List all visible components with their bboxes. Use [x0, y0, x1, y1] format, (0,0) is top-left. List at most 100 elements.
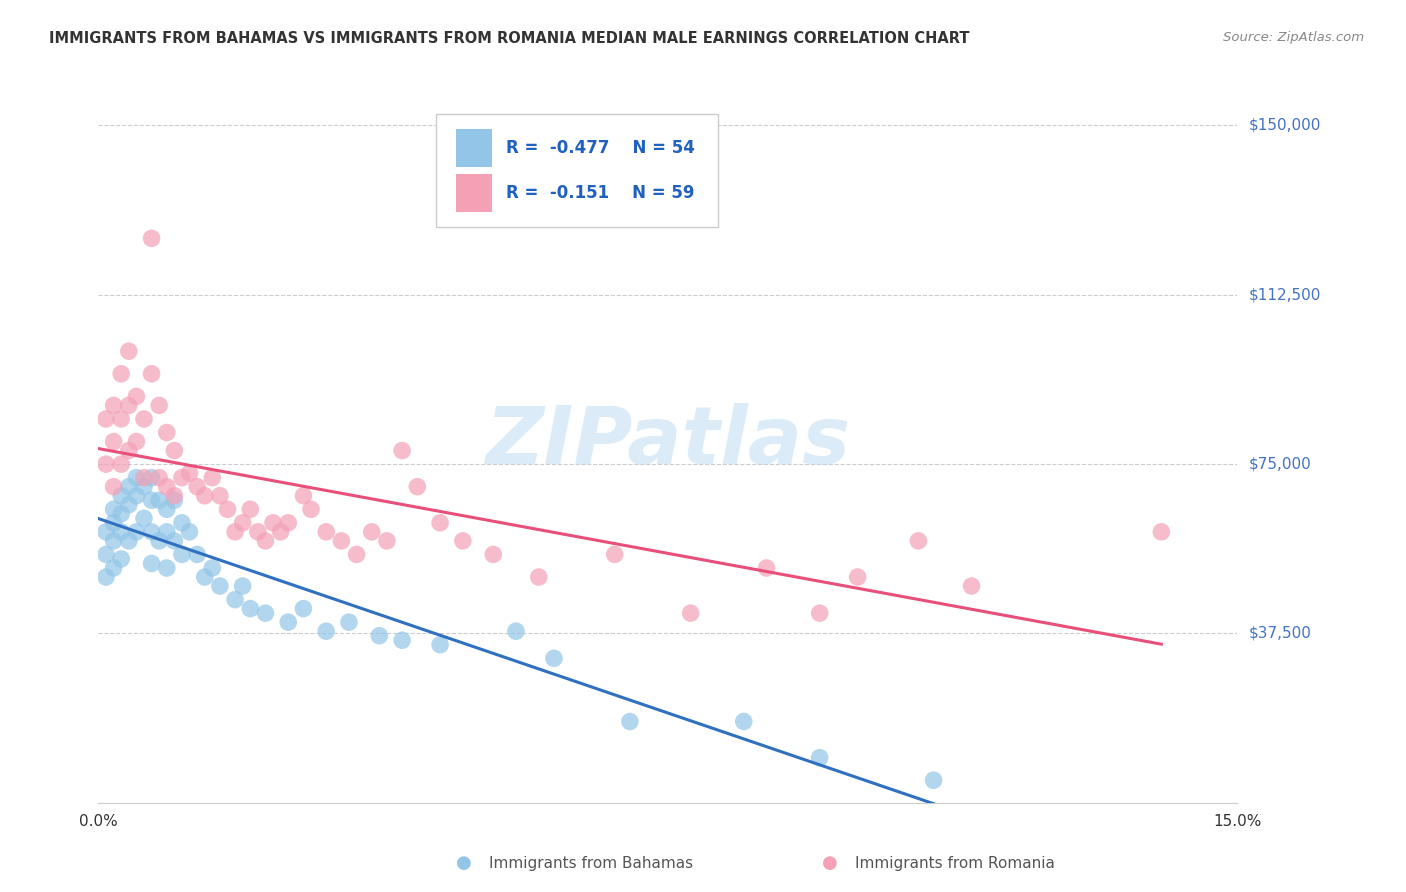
Point	[118, 344, 141, 359]
Text: $37,500: $37,500	[1249, 626, 1312, 641]
Point	[103, 502, 125, 516]
Point	[179, 466, 201, 480]
Point	[118, 480, 141, 494]
Point	[429, 516, 451, 530]
Point	[239, 601, 262, 615]
Point	[156, 425, 179, 440]
Point	[148, 533, 170, 548]
Point	[277, 615, 299, 630]
Point	[224, 524, 246, 539]
Point	[163, 443, 186, 458]
Point	[125, 524, 148, 539]
Text: Immigrants from Bahamas: Immigrants from Bahamas	[489, 856, 693, 871]
Point	[217, 502, 239, 516]
Point	[110, 524, 132, 539]
Point	[733, 714, 755, 729]
Point	[170, 470, 193, 484]
Point	[110, 367, 132, 381]
Point	[330, 533, 353, 548]
Point	[125, 434, 148, 449]
Point	[224, 592, 246, 607]
Point	[368, 629, 391, 643]
Point	[315, 624, 337, 639]
Point	[141, 557, 163, 571]
Point	[94, 412, 117, 426]
Point	[156, 524, 179, 539]
Point	[125, 489, 148, 503]
Point	[208, 579, 231, 593]
Point	[110, 489, 132, 503]
Point	[179, 524, 201, 539]
Point	[156, 480, 179, 494]
Point	[239, 502, 262, 516]
Point	[103, 480, 125, 494]
Point	[315, 524, 337, 539]
Point	[254, 533, 277, 548]
Point	[262, 516, 284, 530]
Point	[232, 516, 254, 530]
Point	[360, 524, 382, 539]
Point	[148, 470, 170, 484]
Text: ZIPatlas: ZIPatlas	[485, 402, 851, 481]
Point	[194, 570, 217, 584]
Point	[186, 548, 208, 562]
Point	[603, 548, 626, 562]
Point	[406, 480, 429, 494]
Point	[292, 601, 315, 615]
Point	[103, 533, 125, 548]
Point	[922, 773, 945, 788]
Point	[163, 493, 186, 508]
Point	[118, 498, 141, 512]
Point	[94, 524, 117, 539]
Point	[201, 561, 224, 575]
Point	[808, 606, 831, 620]
Point	[277, 516, 299, 530]
Point	[103, 516, 125, 530]
Point	[619, 714, 641, 729]
Text: $75,000: $75,000	[1249, 457, 1312, 472]
Point	[246, 524, 269, 539]
Text: R =  -0.477    N = 54: R = -0.477 N = 54	[506, 139, 695, 157]
Point	[299, 502, 322, 516]
Point	[156, 561, 179, 575]
Point	[960, 579, 983, 593]
Point	[103, 398, 125, 412]
Point	[110, 412, 132, 426]
Point	[201, 470, 224, 484]
Text: ●: ●	[456, 855, 472, 872]
Point	[1150, 524, 1173, 539]
Point	[163, 533, 186, 548]
Point	[141, 470, 163, 484]
Point	[679, 606, 702, 620]
Point	[148, 398, 170, 412]
Text: $150,000: $150,000	[1249, 118, 1320, 133]
Text: R =  -0.151    N = 59: R = -0.151 N = 59	[506, 184, 695, 202]
Point	[170, 516, 193, 530]
Point	[391, 633, 413, 648]
Point	[132, 470, 155, 484]
Point	[110, 457, 132, 471]
Point	[270, 524, 292, 539]
Point	[346, 548, 368, 562]
Point	[110, 552, 132, 566]
Point	[232, 579, 254, 593]
Text: Immigrants from Romania: Immigrants from Romania	[855, 856, 1054, 871]
Point	[94, 548, 117, 562]
Point	[141, 231, 163, 245]
Point	[907, 533, 929, 548]
Point	[94, 570, 117, 584]
Point	[527, 570, 550, 584]
Text: Source: ZipAtlas.com: Source: ZipAtlas.com	[1223, 31, 1364, 45]
Point	[755, 561, 778, 575]
Point	[94, 457, 117, 471]
Point	[375, 533, 398, 548]
Text: ●: ●	[821, 855, 838, 872]
Point	[110, 507, 132, 521]
Point	[103, 561, 125, 575]
Text: $112,500: $112,500	[1249, 287, 1320, 302]
Point	[337, 615, 360, 630]
Point	[482, 548, 505, 562]
Point	[208, 489, 231, 503]
Point	[156, 502, 179, 516]
Point	[163, 489, 186, 503]
